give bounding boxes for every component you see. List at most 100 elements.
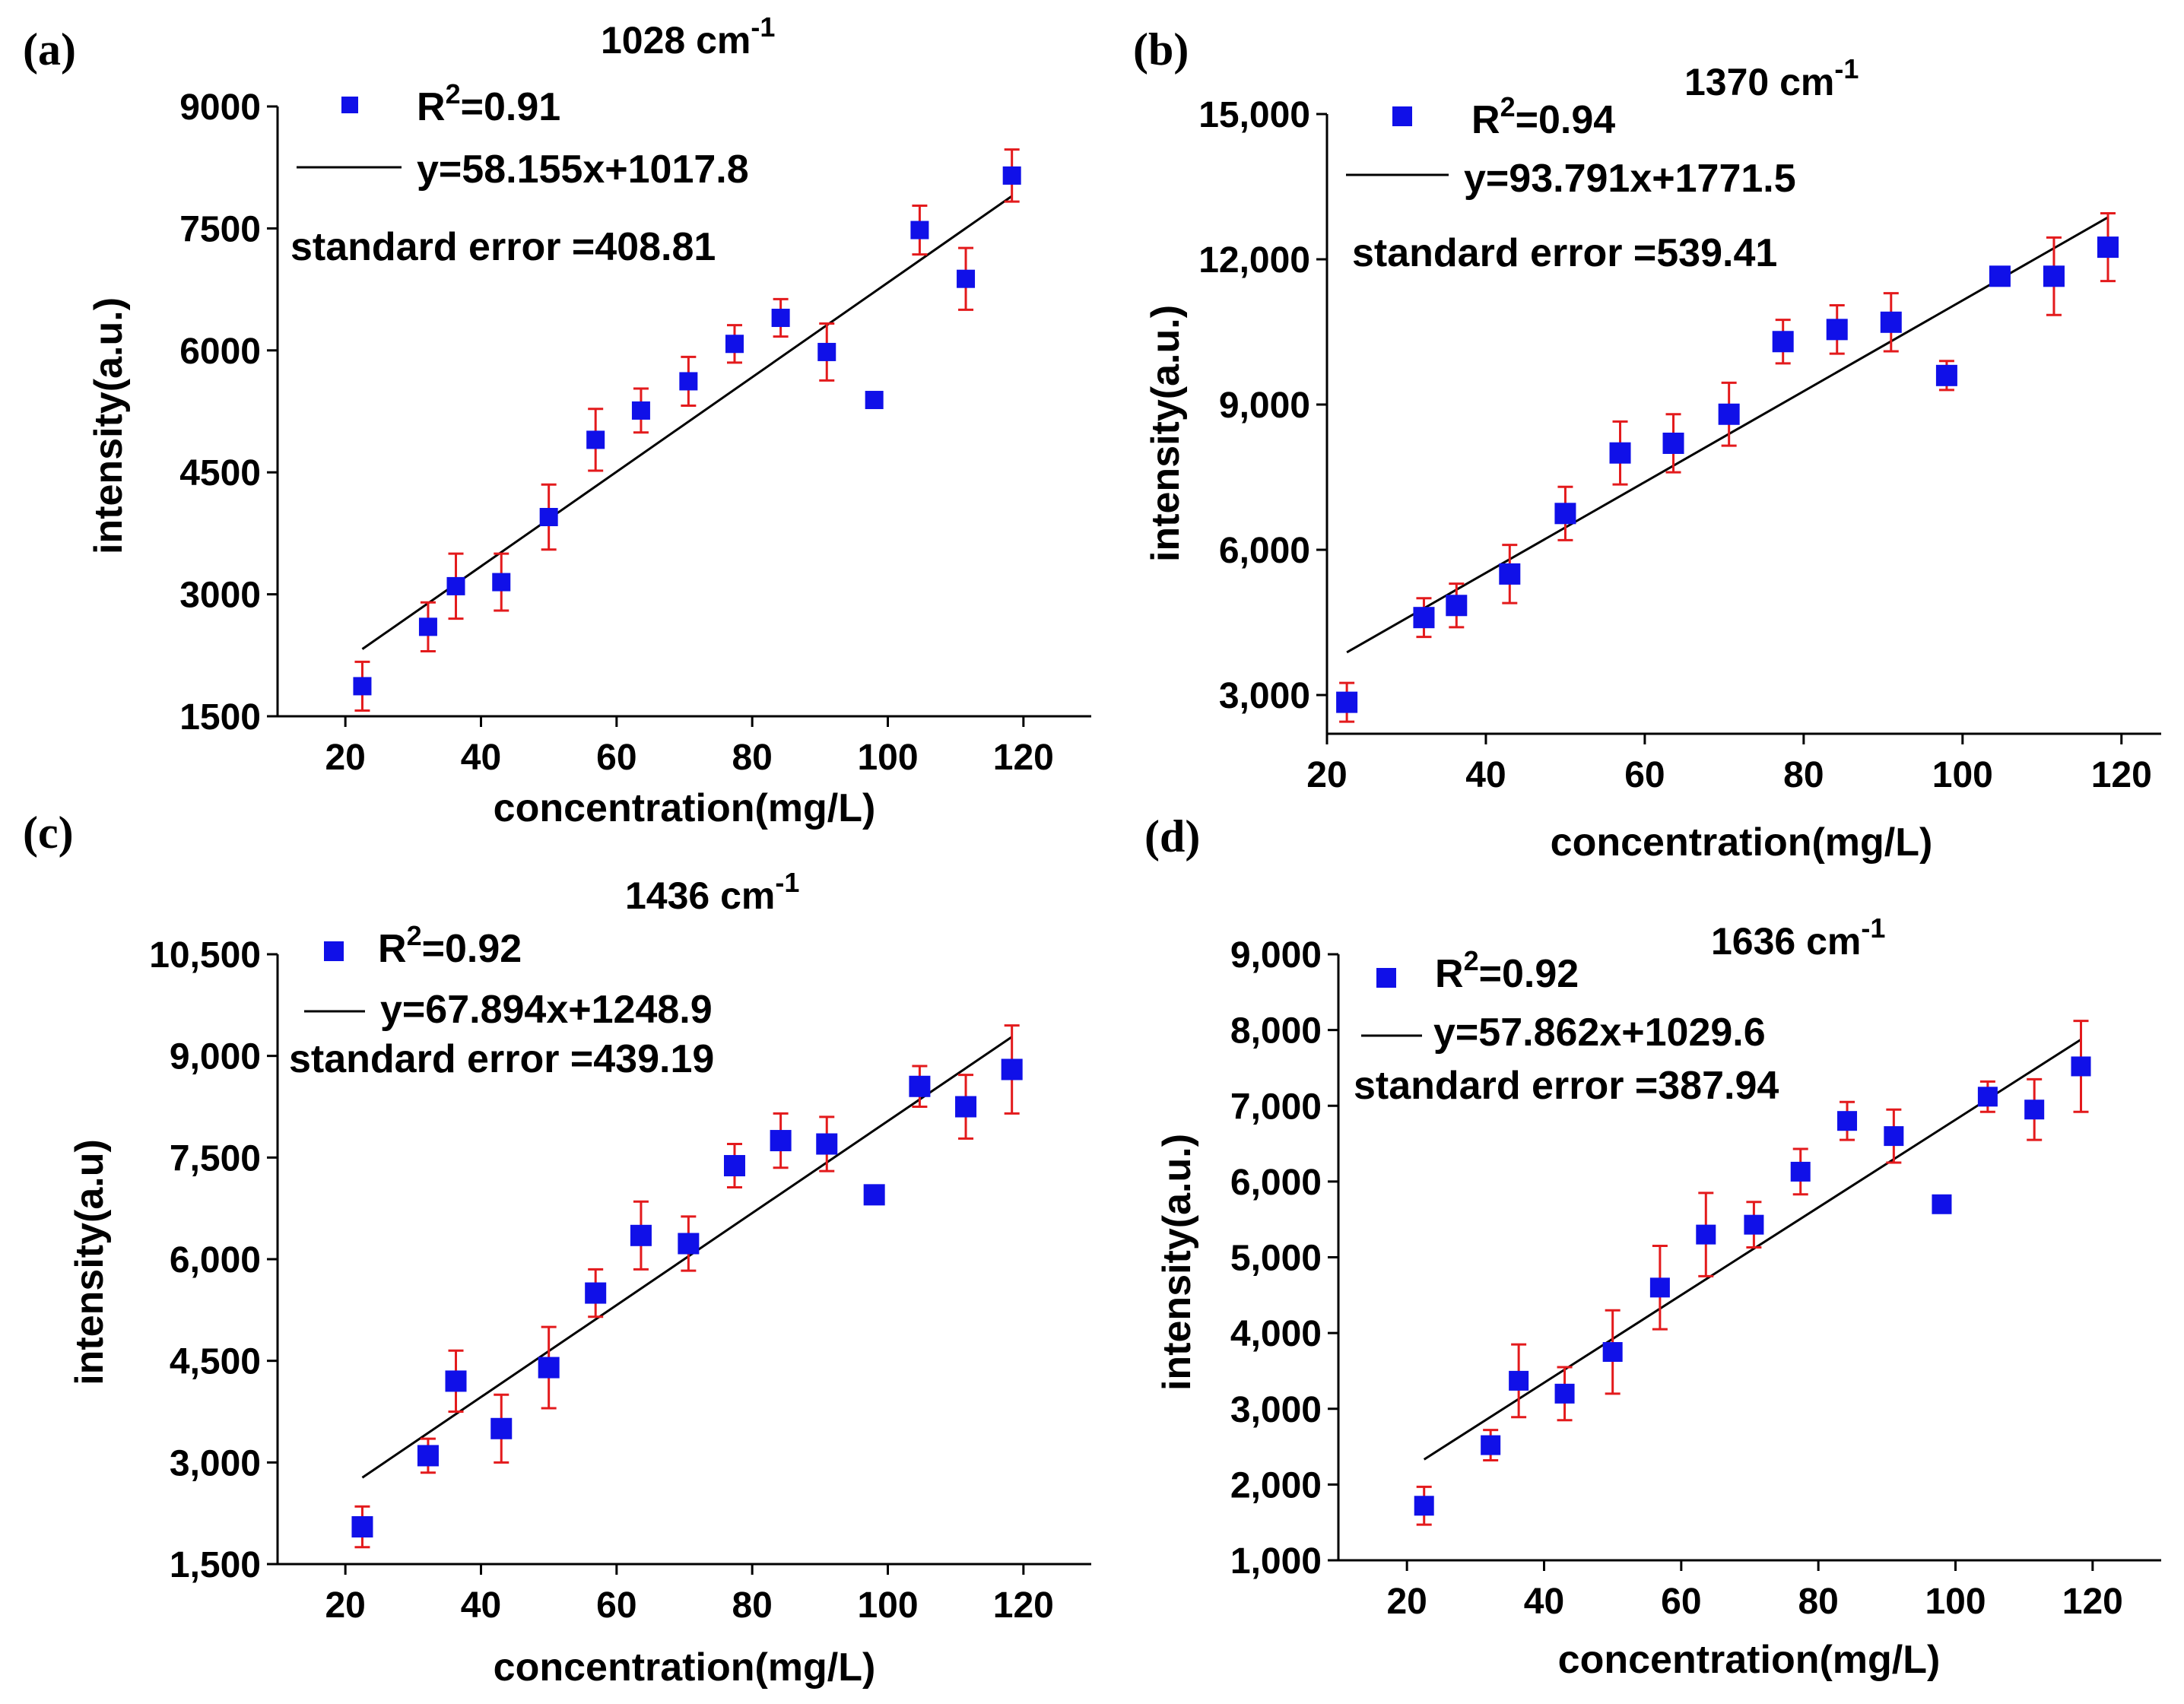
x-axis-label: concentration(mg/L) <box>1558 1638 1941 1682</box>
legend-r2: R2=0.92 <box>378 920 522 971</box>
data-point <box>2024 1100 2045 1120</box>
x-tick-label: 80 <box>1783 755 1824 795</box>
data-point <box>957 269 976 288</box>
data-point <box>816 1133 838 1155</box>
y-tick-label: 4,000 <box>1230 1314 1322 1354</box>
data-point <box>586 430 605 449</box>
panel-label: (c) <box>23 808 74 858</box>
x-tick-label: 60 <box>596 738 636 778</box>
x-tick-label: 40 <box>461 738 501 778</box>
data-point <box>1649 1277 1670 1298</box>
x-tick-label: 60 <box>1624 755 1665 795</box>
standard-error-label: standard error =539.41 <box>1352 231 1777 275</box>
x-axis-label: concentration(mg/L) <box>1551 820 1933 865</box>
y-tick-label: 12,000 <box>1198 240 1310 281</box>
data-point <box>492 573 511 592</box>
data-point <box>1718 403 1740 425</box>
chart-title: 1028 cm-1 <box>601 11 775 62</box>
y-tick-label: 1,000 <box>1230 1541 1322 1582</box>
x-ticks: 20 40 60 80 100 120 <box>1306 734 2152 795</box>
y-ticks: 3,000 6,000 9,000 12,000 15,000 <box>1198 95 1327 716</box>
fit-line <box>1346 216 2109 654</box>
x-tick-label: 80 <box>732 738 772 778</box>
data-point <box>1826 319 1848 341</box>
x-tick-label: 100 <box>1925 1582 1986 1622</box>
data-point <box>909 1075 931 1097</box>
data-point <box>1932 1194 1952 1214</box>
x-tick-label: 100 <box>1932 755 1993 795</box>
data-point <box>1609 442 1631 464</box>
y-tick-label: 3,000 <box>1230 1390 1322 1430</box>
standard-error-label: standard error =439.19 <box>289 1037 714 1081</box>
data-points <box>353 166 1021 696</box>
panel-label: (d) <box>1144 811 1200 862</box>
data-point <box>678 1233 700 1255</box>
fit-line-segment <box>361 195 1013 650</box>
data-point <box>910 221 929 240</box>
y-tick-label: 3000 <box>179 576 261 616</box>
fit-line <box>361 195 1013 650</box>
y-tick-label: 15,000 <box>1198 95 1310 135</box>
y-tick-label: 7,500 <box>170 1138 261 1179</box>
data-point <box>445 1370 467 1392</box>
y-tick-label: 4500 <box>179 453 261 493</box>
y-tick-label: 6,000 <box>1230 1163 1322 1203</box>
x-tick-label: 60 <box>1661 1582 1701 1622</box>
data-point <box>863 1184 885 1206</box>
legend-fit-equation: y=58.155x+1017.8 <box>417 148 749 192</box>
x-tick-label: 40 <box>1465 755 1506 795</box>
data-point <box>1837 1111 1858 1131</box>
x-ticks: 20 40 60 80 100 120 <box>325 716 1054 778</box>
panel-b: (b) 1370 cm-1 3,000 6,000 9,000 12,000 15,00… <box>1133 24 2161 865</box>
y-tick-label: 6,000 <box>170 1240 261 1280</box>
legend-fit-equation: y=67.894x+1248.9 <box>380 988 713 1032</box>
data-point <box>1989 265 2011 287</box>
data-point <box>1554 1383 1575 1404</box>
data-point <box>631 401 650 420</box>
data-point <box>2071 1056 2091 1077</box>
x-tick-label: 40 <box>1524 1582 1564 1622</box>
data-point <box>1880 311 1902 333</box>
x-ticks: 20 40 60 80 100 120 <box>1386 1560 2123 1622</box>
x-tick-label: 20 <box>325 1585 365 1626</box>
fit-line-segment <box>1423 1038 2082 1461</box>
y-tick-label: 3,000 <box>1219 676 1310 716</box>
x-tick-label: 100 <box>857 738 918 778</box>
x-tick-label: 20 <box>325 738 365 778</box>
data-point <box>417 1445 439 1467</box>
data-point <box>1554 503 1576 525</box>
y-tick-label: 6,000 <box>1219 531 1310 571</box>
x-tick-label: 120 <box>993 738 1054 778</box>
x-ticks: 20 40 60 80 100 120 <box>325 1564 1054 1626</box>
y-axis-label: intensity(a.u.) <box>1155 1134 1199 1391</box>
data-point <box>353 677 372 696</box>
data-point <box>446 576 465 595</box>
data-point <box>1744 1214 1764 1235</box>
y-tick-label: 7,000 <box>1230 1087 1322 1127</box>
y-axis-label: intensity(a.u) <box>68 1139 112 1385</box>
legend-fit-equation: y=57.862x+1029.6 <box>1433 1011 1766 1055</box>
data-point <box>1414 1496 1434 1516</box>
panel-label: (a) <box>23 24 76 75</box>
data-point <box>1499 563 1521 585</box>
fit-line-segment <box>1346 216 2109 654</box>
panel-c: (c) 1436 cm-1 1,500 3,000 4,500 6,000 7,500 9… <box>23 808 1091 1690</box>
data-point <box>585 1282 607 1304</box>
y-axis-label: intensity(a.u.) <box>87 297 131 554</box>
y-tick-label: 9,000 <box>1230 935 1322 976</box>
data-point <box>418 617 437 636</box>
data-point <box>2097 236 2119 259</box>
data-point <box>1662 432 1684 454</box>
data-point <box>1977 1087 1998 1107</box>
data-point <box>817 342 836 361</box>
x-tick-label: 20 <box>1306 755 1347 795</box>
data-point <box>955 1096 977 1118</box>
x-tick-label: 80 <box>732 1585 772 1626</box>
y-tick-label: 2,000 <box>1230 1465 1322 1506</box>
x-tick-label: 40 <box>461 1585 501 1626</box>
standard-error-label: standard error =408.81 <box>290 225 716 269</box>
y-ticks: 1,000 2,000 3,000 4,000 5,000 6,000 7,000 8,000… <box>1230 935 1338 1582</box>
data-point <box>351 1515 373 1537</box>
x-tick-label: 120 <box>2091 755 2152 795</box>
y-tick-label: 10,500 <box>149 935 261 976</box>
